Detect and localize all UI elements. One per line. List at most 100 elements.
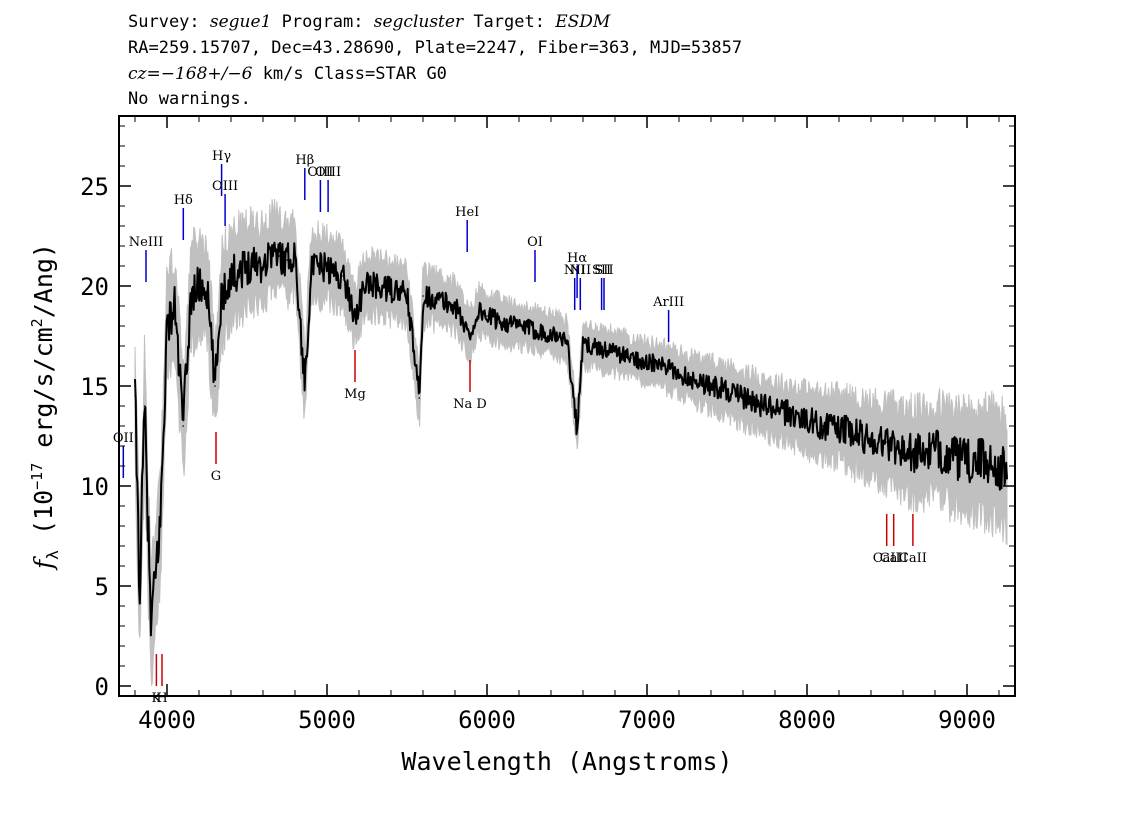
absorption-line-label: H — [156, 691, 167, 706]
flux-point — [390, 289, 392, 291]
flux-point — [774, 409, 776, 411]
flux-point — [694, 379, 696, 381]
flux-point — [838, 427, 840, 429]
emission-line-label: OI — [527, 235, 543, 250]
y-axis-close: /Ang) — [29, 243, 58, 318]
y-axis-exponent-2: 2 — [28, 318, 46, 327]
flux-point — [469, 335, 471, 337]
flux-point — [438, 299, 440, 301]
flux-point — [270, 249, 272, 251]
flux-point — [254, 259, 256, 261]
header-line-1: Survey: segue1 Program: segcluster Targe… — [128, 12, 611, 32]
x-tick-label: 7000 — [618, 706, 676, 734]
absorption-line-label: CaII — [899, 551, 927, 566]
flux-point — [278, 255, 280, 257]
x-tick-label: 9000 — [938, 706, 996, 734]
plot-frame — [118, 115, 1016, 697]
cz-value: =−168+/−6 — [146, 64, 252, 84]
x-tick-label: 4000 — [138, 706, 196, 734]
flux-point — [576, 429, 578, 431]
flux-point — [406, 293, 408, 295]
emission-line-label: NII — [564, 263, 586, 278]
emission-line-label: HeI — [455, 205, 479, 220]
flux-point — [334, 273, 336, 275]
header: Survey: segue1 Program: segcluster Targe… — [128, 12, 742, 109]
flux-layer — [134, 241, 1008, 637]
flux-point — [790, 413, 792, 415]
flux-point — [806, 419, 808, 421]
flux-point — [886, 441, 888, 443]
flux-series-line — [134, 241, 1008, 637]
flux-point — [662, 365, 664, 367]
flux-point — [454, 305, 456, 307]
flux-point — [758, 403, 760, 405]
absorption-line-label: Mg — [344, 387, 366, 402]
flux-point — [230, 275, 232, 277]
flux-point — [182, 425, 184, 427]
flux-point — [366, 281, 368, 283]
absorption-line-label: CaII — [880, 551, 908, 566]
y-tick-label: 5 — [95, 573, 109, 601]
flux-point — [678, 373, 680, 375]
absorption-line-label: CaII — [873, 551, 901, 566]
flux-point — [159, 515, 162, 517]
flux-point — [918, 453, 920, 455]
flux-point — [502, 321, 504, 323]
flux-point — [206, 289, 208, 291]
flux-point — [870, 439, 872, 441]
x-tick-label: 8000 — [778, 706, 836, 734]
absorption-line-label: G — [211, 469, 221, 484]
flux-point — [304, 385, 306, 387]
header-line-2: RA=259.15707, Dec=43.28690, Plate=2247, … — [128, 38, 742, 58]
survey-label: Survey: — [128, 12, 210, 32]
flux-point — [854, 433, 856, 435]
flux-point — [354, 315, 356, 317]
flux-point — [534, 329, 536, 331]
emission-line-label: NeIII — [129, 235, 163, 250]
flux-point — [550, 333, 552, 335]
emission-line-label: SII — [594, 263, 613, 278]
flux-point — [174, 305, 176, 307]
y-axis-symbol: f — [29, 556, 58, 571]
flux-point — [518, 325, 520, 327]
flux-point — [143, 405, 146, 407]
emission-line-label: NII — [569, 263, 591, 278]
header-line-4: No warnings. — [128, 89, 251, 109]
flux-point — [998, 465, 1000, 467]
y-tick-label: 15 — [80, 373, 109, 401]
flux-point — [582, 343, 584, 345]
emission-line-label: Hβ — [295, 153, 314, 168]
flux-point — [318, 265, 320, 267]
flux-point — [966, 461, 968, 463]
flux-point — [478, 309, 480, 311]
flux-point — [902, 449, 904, 451]
cz-label: cz — [128, 64, 148, 84]
flux-point — [934, 449, 936, 451]
flux-point — [238, 269, 240, 271]
flux-point — [134, 395, 136, 397]
flux-point — [598, 347, 600, 349]
flux-point — [139, 593, 141, 595]
flux-point — [710, 385, 712, 387]
flux-point — [418, 397, 421, 399]
emission-line-label: OIII — [315, 165, 341, 180]
flux-point — [220, 295, 223, 297]
emission-line-label: OII — [113, 431, 134, 446]
emission-line-label: Hα — [567, 251, 587, 266]
emission-line-label: Hγ — [212, 149, 231, 164]
flux-point — [294, 253, 296, 255]
emission-line-label: ArIII — [652, 295, 684, 310]
emission-line-label: OIII — [212, 179, 238, 194]
flux-point — [150, 629, 152, 631]
survey-value: segue1 — [210, 12, 272, 32]
x-axis-title: Wavelength (Angstroms) — [401, 747, 732, 776]
y-tick-label: 0 — [95, 673, 109, 701]
flux-point — [326, 267, 328, 269]
y-tick-label: 20 — [80, 273, 109, 301]
flux-point — [566, 339, 568, 341]
target-label: Target: — [463, 12, 555, 32]
flux-point — [614, 351, 616, 353]
